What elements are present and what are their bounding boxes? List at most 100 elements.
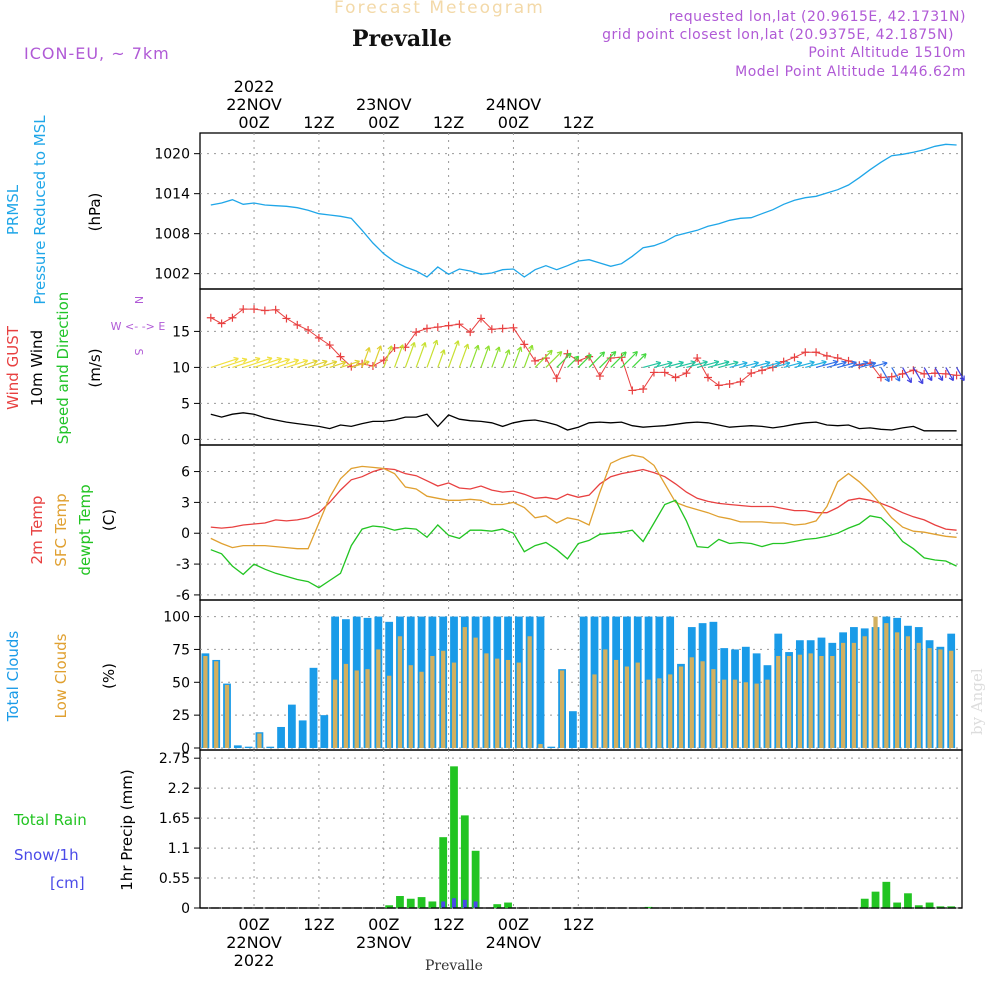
wind-dir-arrowhead — [948, 375, 954, 382]
low-cloud-bar — [516, 662, 521, 748]
y-tick-label: 50 — [172, 675, 190, 691]
wind-dir-arrowhead — [573, 355, 580, 362]
precip-label-rain: Total Rain — [13, 811, 87, 829]
low-cloud-bar — [214, 661, 219, 748]
wind-dir-arrowhead — [376, 345, 383, 351]
wind-dir-arrow — [588, 351, 605, 368]
wind-dir-arrowhead — [322, 359, 328, 366]
time-label-top: 22NOV — [226, 95, 282, 114]
wind-dir-arrowhead — [702, 359, 708, 366]
total-cloud-bar — [287, 704, 296, 748]
gust-marker — [833, 354, 842, 363]
wind-dir-arrowhead — [895, 376, 901, 382]
rain-bar — [471, 850, 480, 908]
wind-dir-arrowhead — [882, 361, 888, 367]
gust-marker — [822, 351, 831, 360]
wind-dir-arrowhead — [312, 359, 318, 365]
wind-dir-arrow — [437, 349, 445, 368]
gust-marker — [812, 348, 821, 357]
wind-dir-arrowhead — [410, 341, 416, 348]
low-cloud-bar — [700, 661, 705, 748]
gust-marker — [250, 305, 259, 314]
wind-dir-arrowhead — [724, 359, 730, 366]
gust-marker — [876, 373, 885, 382]
wind-dir-arrowhead — [713, 359, 720, 366]
wind-dir-arrowhead — [927, 375, 933, 382]
wind-dir-arrowhead — [284, 357, 291, 364]
low-cloud-bar — [657, 678, 662, 748]
wind-dir-arrow — [329, 361, 347, 368]
wind-dir-arrow — [372, 345, 382, 368]
wind-dir-arrow — [794, 361, 815, 368]
gust-marker — [304, 325, 313, 334]
low-cloud-bar — [927, 648, 932, 748]
pressure-ylabel-2: Pressure Reduced to MSL — [31, 115, 49, 305]
wind-dir-arrowhead — [504, 349, 511, 355]
y-tick-label: 0 — [181, 741, 190, 757]
y-tick-label: 1008 — [154, 227, 190, 243]
wind-ylabel-gust: Wind GUST — [4, 325, 22, 410]
y-tick-label: -3 — [176, 557, 190, 573]
low-cloud-bar — [430, 656, 435, 748]
gridpoint-coords: grid point closest lon,lat (20.9375E, 42… — [602, 27, 954, 43]
wind-dir-arrow — [491, 346, 500, 368]
wind-dir-arrowhead — [610, 350, 617, 357]
wind-dir-arrow — [869, 362, 888, 368]
wind-dir-arrow — [697, 361, 719, 368]
footer-station: Prevalle — [425, 958, 483, 974]
y-tick-label: 2.2 — [168, 781, 190, 797]
wind-dir-arrow — [934, 367, 944, 381]
total-cloud-bar — [233, 745, 242, 748]
wind-dir-arrowhead — [678, 360, 684, 367]
wind-dir-arrowhead — [354, 359, 360, 366]
low-cloud-bar — [505, 659, 511, 748]
wind-dir-arrowhead — [937, 375, 944, 382]
low-cloud-bar — [365, 669, 370, 748]
wind-dir-arrowhead — [398, 344, 405, 350]
wind-dir-arrowhead — [484, 345, 491, 351]
low-cloud-bar — [851, 642, 857, 748]
gust-marker — [704, 373, 712, 382]
wind-dir-arrow — [512, 346, 522, 368]
gust-marker — [422, 324, 431, 333]
y-tick-label: 0.55 — [159, 871, 190, 887]
wind-dir-arrow — [393, 344, 404, 368]
gust-marker — [531, 356, 540, 365]
wind-dir-arrowhead — [733, 360, 739, 367]
low-cloud-bar — [895, 632, 900, 748]
wind-dir-arrowhead — [331, 360, 338, 366]
t2m-line — [210, 467, 957, 531]
wind-dir-arrow — [772, 362, 791, 368]
time-label-top: 23NOV — [356, 95, 412, 114]
low-cloud-bar — [538, 744, 543, 748]
low-cloud-bar — [916, 642, 921, 748]
wind-dir-arrowhead — [775, 360, 781, 367]
wind-dir-arrowhead — [832, 359, 839, 366]
pressure-ylabel-1: PRMSL — [4, 184, 22, 235]
wind-dir-arrowhead — [340, 360, 347, 367]
rain-bar — [882, 881, 891, 908]
y-tick-label: 3 — [181, 495, 190, 511]
model-altitude: Model Point Altitude 1446.62m — [735, 64, 966, 80]
gust-marker — [747, 369, 756, 378]
gust-marker — [498, 324, 507, 333]
time-label-top: 24NOV — [486, 95, 542, 114]
wind-dir-arrow — [458, 343, 469, 368]
wind-dir-arrowhead — [293, 358, 300, 364]
gust-marker — [412, 328, 421, 337]
total-cloud-bar — [536, 616, 545, 748]
wind-dir-arrowhead — [851, 360, 857, 367]
precip-panel — [199, 749, 963, 909]
model-label: ICON-EU, ~ 7km — [24, 44, 170, 63]
time-label-bottom: 00Z — [368, 915, 399, 934]
low-cloud-bar — [419, 671, 424, 748]
dewpoint-line — [210, 499, 957, 589]
wind-dir-arrow — [891, 367, 901, 382]
wind-dir-arrowhead — [440, 349, 446, 355]
wind-dir-arrow — [534, 349, 553, 368]
time-label-bottom: 22NOV — [226, 933, 282, 952]
wind10-line — [210, 412, 957, 432]
total-cloud-bar — [266, 746, 275, 748]
rain-bar — [450, 766, 458, 908]
wind-dir-arrow — [783, 361, 802, 368]
